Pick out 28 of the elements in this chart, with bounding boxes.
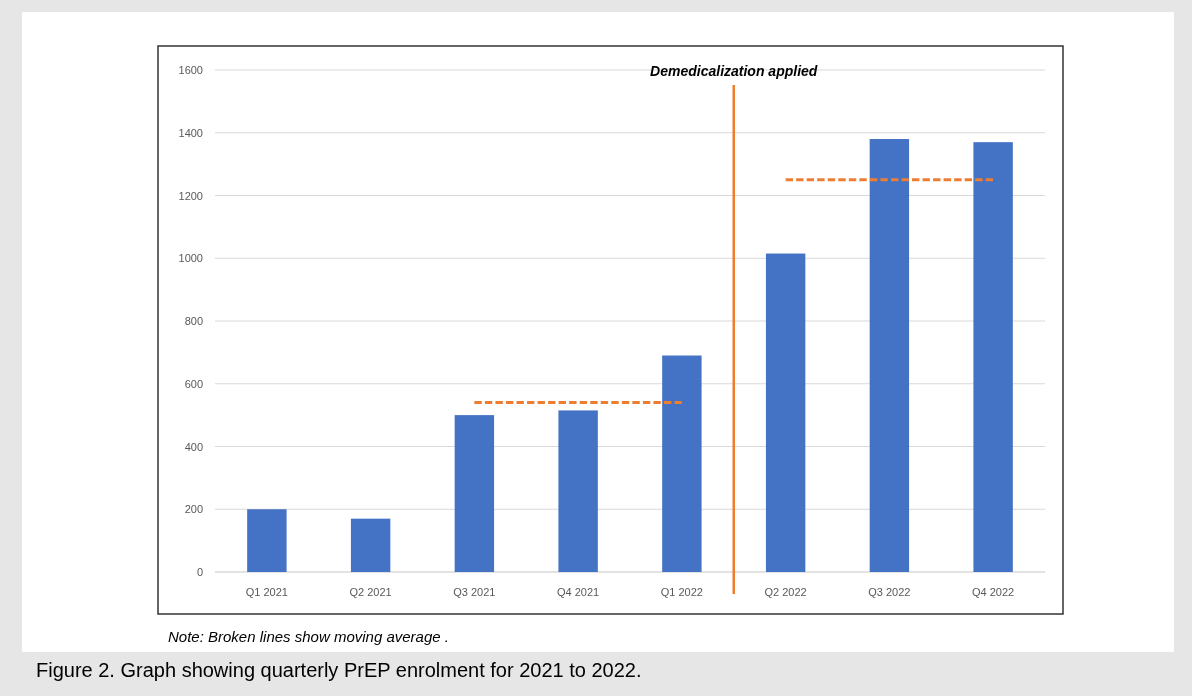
- x-tick-label: Q4 2022: [972, 586, 1015, 598]
- bar: [869, 139, 910, 572]
- text: Note: Broken lines show moving average .: [168, 628, 449, 645]
- x-tick-label: Q2 2021: [349, 586, 392, 598]
- y-tick-label: 800: [184, 315, 203, 327]
- y-tick-label: 1600: [178, 64, 203, 76]
- bar: [247, 509, 287, 572]
- y-tick-label: 1200: [178, 189, 203, 202]
- bar: [350, 518, 391, 572]
- x-tick-label: Q3 2022: [868, 586, 911, 598]
- y-tick-label: 1000: [178, 252, 203, 265]
- x-tick-label: Q1 2021: [245, 586, 288, 598]
- bar: [662, 355, 702, 572]
- x-tick-label: Q4 2021: [557, 586, 600, 598]
- ref-line-label: Demedicalization applied: [650, 63, 818, 79]
- x-tick-label: Q2 2022: [764, 586, 807, 598]
- x-tick-label: Q3 2021: [453, 586, 496, 598]
- caption: Figure 2. Graph showing quarterly PrEP enrolment for 2021 to 2022.: [36, 659, 642, 681]
- bar: [973, 142, 1013, 572]
- bar: [765, 253, 806, 572]
- bar: [558, 410, 598, 572]
- y-tick-label: 400: [184, 440, 203, 453]
- x-tick-label: Q1 2022: [660, 586, 703, 598]
- y-tick-label: 200: [184, 503, 203, 516]
- y-tick-label: 1400: [178, 126, 203, 139]
- y-tick-label: 0: [196, 566, 203, 578]
- bar: [454, 415, 495, 572]
- y-tick-label: 600: [184, 377, 203, 390]
